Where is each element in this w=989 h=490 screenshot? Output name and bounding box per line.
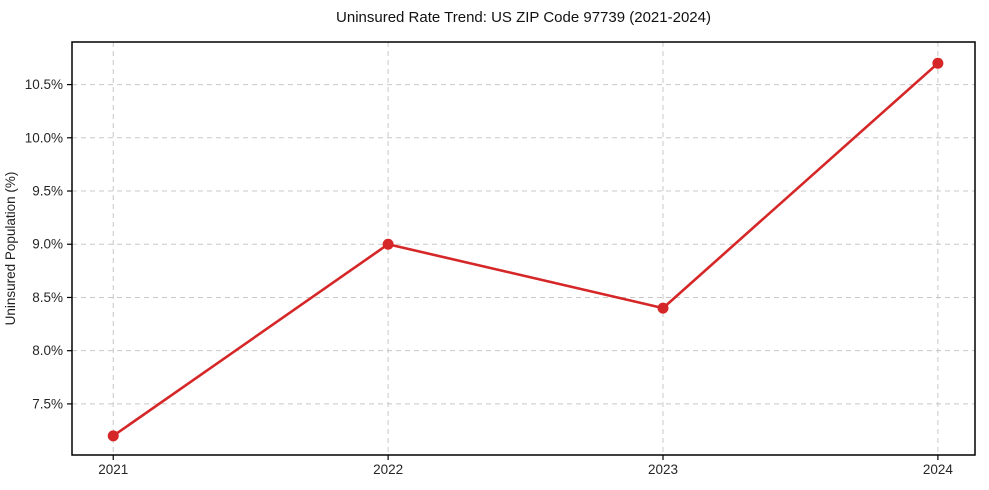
data-point bbox=[657, 302, 669, 314]
y-axis-label: Uninsured Population (%) bbox=[3, 172, 18, 326]
x-tick-label: 2023 bbox=[648, 462, 678, 477]
y-tick-label: 9.0% bbox=[32, 237, 63, 252]
x-tick-label: 2024 bbox=[923, 462, 954, 477]
y-tick-label: 10.0% bbox=[25, 130, 63, 145]
data-point bbox=[107, 430, 119, 442]
data-point bbox=[382, 238, 394, 250]
y-tick-label: 10.5% bbox=[25, 77, 63, 92]
y-tick-label: 9.5% bbox=[32, 184, 63, 199]
plot-border bbox=[71, 41, 976, 456]
y-tick-label: 7.5% bbox=[32, 396, 63, 411]
x-tick-label: 2021 bbox=[98, 462, 128, 477]
trend-line bbox=[111, 61, 940, 438]
x-tick-label: 2022 bbox=[373, 462, 403, 477]
chart-title: Uninsured Rate Trend: US ZIP Code 97739 … bbox=[336, 9, 711, 26]
y-tick-label: 8.0% bbox=[32, 343, 63, 358]
data-point bbox=[932, 57, 944, 69]
y-tick-label: 8.5% bbox=[32, 290, 63, 305]
